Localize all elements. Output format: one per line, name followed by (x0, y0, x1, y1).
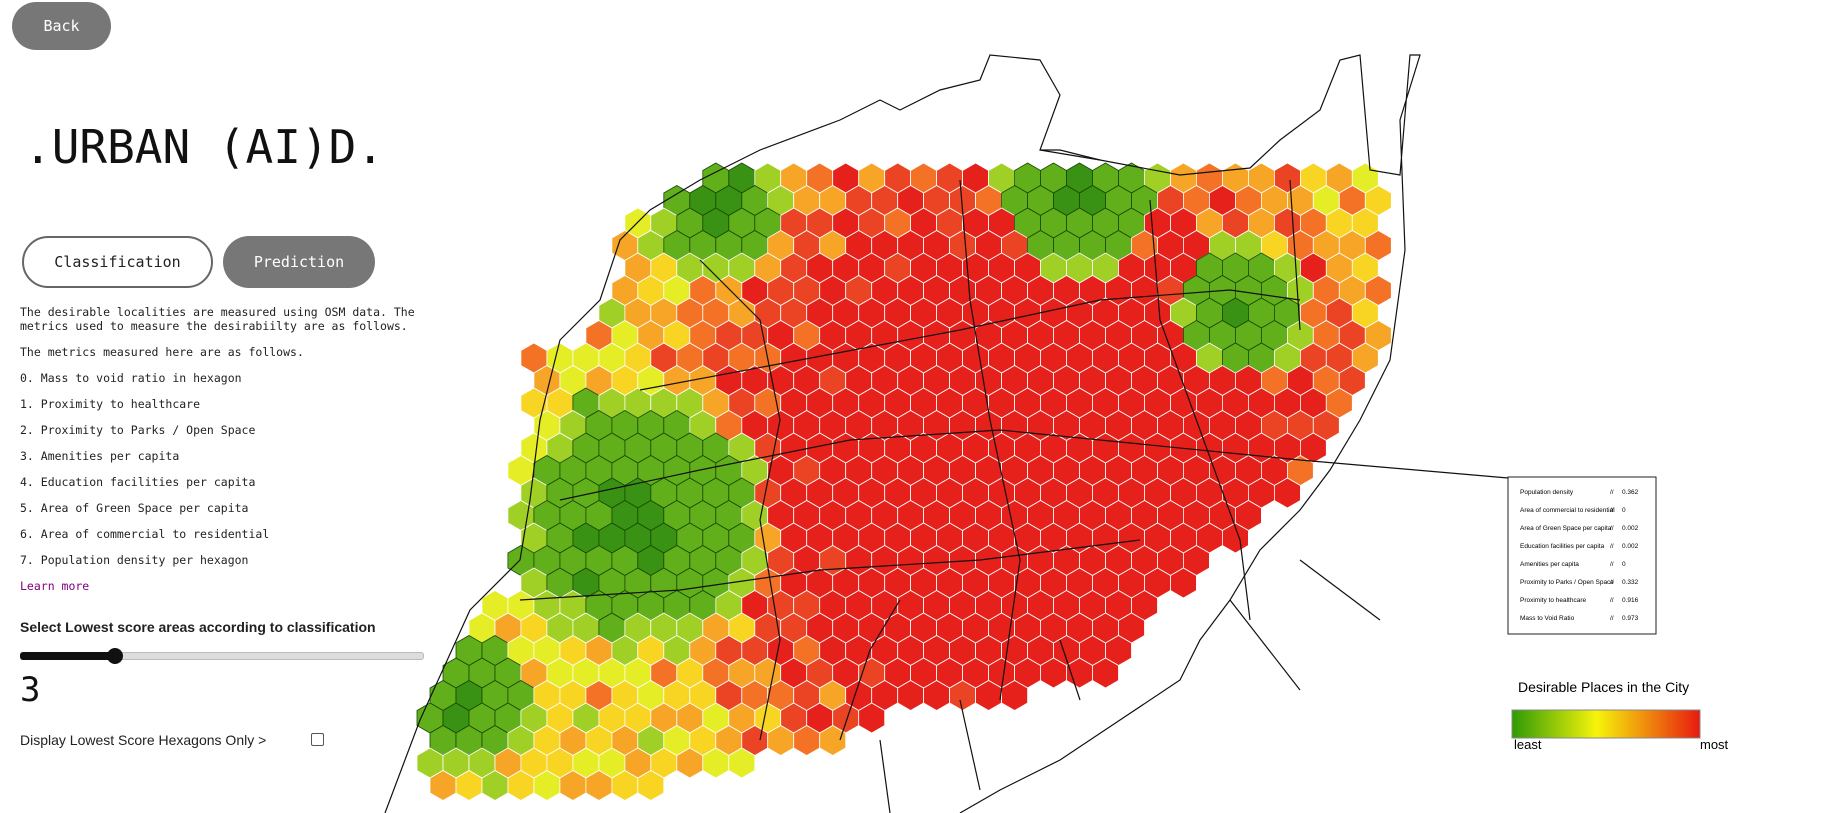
back-button[interactable]: Back (12, 2, 111, 50)
slider-value: 3 (20, 670, 41, 710)
hex-cell (637, 770, 665, 801)
info-label: Mass to Void Ratio (1520, 615, 1575, 622)
info-value: 0 (1622, 507, 1626, 514)
hex-cell (728, 747, 756, 779)
info-sep: // (1610, 543, 1614, 550)
legend-title: Desirable Places in the City (1518, 679, 1689, 695)
checkbox-label: Display Lowest Score Hexagons Only > (20, 732, 267, 748)
slider-thumb[interactable] (107, 648, 123, 664)
tab-classification[interactable]: Classification (22, 236, 213, 288)
info-value: 0.916 (1622, 597, 1639, 604)
info-sep: // (1610, 525, 1614, 532)
metric-item: 6. Area of commercial to residential (20, 527, 270, 541)
metric-item: 4. Education facilities per capita (20, 475, 256, 489)
info-value: 0 (1622, 561, 1626, 568)
tab-prediction[interactable]: Prediction (223, 236, 375, 288)
legend-low: least (1514, 737, 1542, 752)
info-label: Area of Green Space per capita (1520, 525, 1612, 532)
info-value: 0.332 (1622, 579, 1639, 586)
slider-label: Select Lowest score areas according to c… (20, 619, 376, 635)
boundaries (384, 54, 1509, 813)
hex-cell (1170, 567, 1197, 599)
info-label: Area of commercial to residential (1520, 507, 1615, 514)
hex-cell (858, 702, 886, 734)
info-label: Proximity to healthcare (1520, 597, 1586, 604)
info-label: Proximity to Parks / Open Space (1520, 579, 1614, 586)
learn-more-link[interactable]: Learn more (20, 579, 90, 593)
metric-item: 5. Area of Green Space per capita (20, 501, 249, 515)
hex-cell (1274, 477, 1301, 509)
metric-item: 2. Proximity to Parks / Open Space (20, 423, 256, 437)
metric-item: 7. Population density per hexagon (20, 553, 249, 567)
info-label: Population density (1520, 489, 1574, 496)
app-title: .URBAN (AI)D. (24, 120, 385, 174)
info-sep: // (1610, 507, 1614, 514)
slider-fill (20, 652, 115, 660)
info-box (1507, 476, 1657, 635)
hex-cell (1001, 680, 1028, 711)
info-label: Amenities per capita (1520, 561, 1579, 568)
info-value: 0.002 (1622, 525, 1639, 532)
info-sep: // (1610, 615, 1614, 622)
legend-high: most (1700, 737, 1729, 752)
metric-item: 1. Proximity to healthcare (20, 397, 201, 411)
info-sep: // (1610, 597, 1614, 604)
metrics-heading: The metrics measured here are as follows… (20, 345, 304, 359)
info-sep: // (1610, 579, 1614, 586)
hex-cell (1092, 657, 1119, 689)
info-sep: // (1610, 489, 1614, 496)
info-value: 0.362 (1622, 489, 1639, 496)
info-sep: // (1610, 561, 1614, 568)
hex-cell (1222, 522, 1249, 554)
checkbox[interactable] (311, 733, 324, 746)
description-line: metrics used to measure the desirabiilty… (20, 319, 408, 333)
info-label: Education facilities per capita (1520, 543, 1605, 550)
legend-gradient (1511, 709, 1701, 739)
metric-item: 3. Amenities per capita (20, 449, 180, 463)
info-value: 0.002 (1622, 543, 1639, 550)
info-value: 0.973 (1622, 615, 1639, 622)
description-line: The desirable localities are measured us… (20, 305, 415, 319)
hex-cell (819, 725, 847, 756)
metric-item: 0. Mass to void ratio in hexagon (20, 371, 242, 385)
